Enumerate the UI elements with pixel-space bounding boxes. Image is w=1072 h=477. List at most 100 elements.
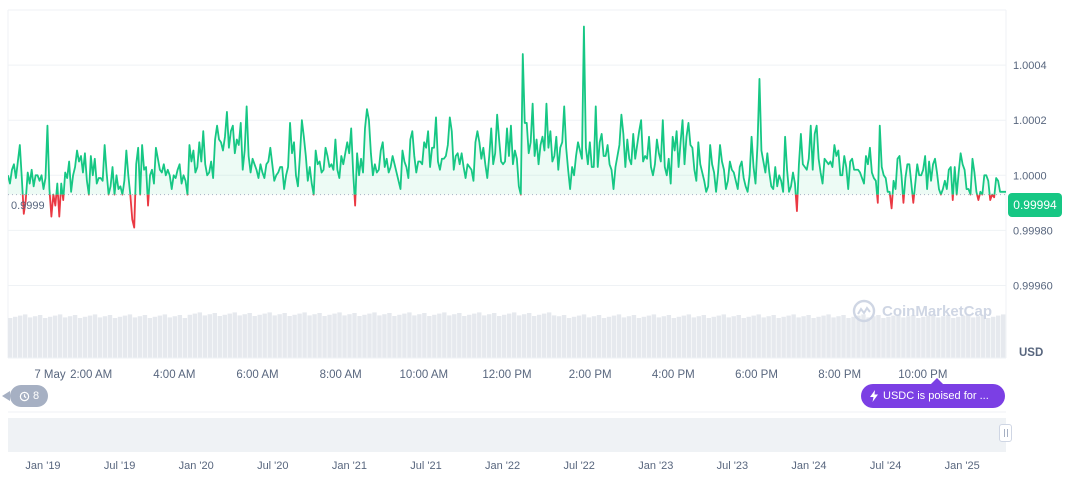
volume-bar: [22, 314, 28, 358]
volume-bar: [641, 316, 647, 358]
volume-bar: [741, 318, 746, 358]
volume-bar: [152, 316, 158, 358]
price-line-down: [21, 194, 996, 229]
y-tick-label: 1.0002: [1013, 115, 1047, 127]
volume-bar: [811, 318, 816, 358]
volume-bar: [766, 316, 771, 358]
watermark-text: CoinMarketCap: [882, 302, 993, 320]
volume-bar: [691, 317, 697, 358]
volume-bar: [876, 315, 881, 358]
x-tick-label: 10:00 AM: [400, 369, 449, 381]
x-tick-label: 4:00 PM: [652, 369, 695, 381]
area-fill-up: [8, 26, 1006, 195]
volume-bar: [961, 315, 966, 358]
volume-bar: [926, 315, 931, 358]
volume-bar: [247, 313, 252, 358]
y-axis-labels: 0.99960 0.99980 1.0000 1.0002 1.0004: [1013, 60, 1053, 292]
events-count: 8: [32, 390, 40, 402]
volume-bar: [477, 312, 482, 358]
navigator-area[interactable]: [8, 418, 1006, 452]
volume-bar: [212, 313, 217, 358]
volume-bar: [292, 314, 297, 358]
volume-bar: [382, 314, 387, 358]
volume-bar: [232, 312, 237, 358]
volume-bar: [242, 314, 247, 358]
navigator-handle[interactable]: [999, 424, 1012, 442]
volume-bar: [227, 313, 232, 358]
volume-bar: [422, 313, 427, 358]
volume-bar: [616, 314, 622, 358]
volume-bar: [896, 314, 901, 358]
volume-bar: [636, 318, 642, 358]
volume-bar: [776, 318, 781, 358]
volume-bar: [736, 315, 741, 358]
area-fill-down: [22, 194, 995, 228]
volume-bar: [167, 317, 173, 358]
volume-bar: [202, 315, 207, 358]
y-tick-label: 0.99980: [1013, 225, 1053, 237]
volume-bar: [122, 315, 128, 358]
volume-bar: [821, 315, 826, 358]
volume-bar: [502, 314, 507, 358]
navigator-tick-label: Jan '19: [25, 460, 60, 472]
navigator-labels: Jan '19 Jul '19 Jan '20 Jul '20 Jan '21 Jul '…: [25, 460, 979, 472]
volume-bar: [866, 317, 871, 358]
volume-bar: [417, 314, 422, 358]
volume-bar: [546, 312, 552, 358]
volume-bar: [891, 315, 896, 358]
currency-label: USD: [1019, 347, 1044, 359]
events-button[interactable]: 8: [2, 385, 48, 407]
volume-bar: [297, 313, 302, 358]
volume-bar: [217, 316, 222, 358]
volume-bar: [836, 316, 841, 358]
volume-bar: [357, 316, 362, 358]
volume-bar: [816, 316, 821, 358]
y-tick-label: 1.0000: [1013, 170, 1047, 182]
news-button[interactable]: USDC is poised for ...: [861, 378, 1005, 408]
volume-bar: [861, 314, 866, 358]
volume-bar: [142, 315, 148, 358]
volume-bar: [761, 317, 766, 358]
handle-grip-left: [1003, 429, 1005, 437]
volume-bar: [182, 318, 188, 358]
volume-bar: [726, 317, 731, 358]
volume-bar: [387, 313, 392, 358]
volume-bar: [881, 318, 886, 358]
volume-bar: [601, 318, 607, 358]
volume-bar: [42, 318, 48, 358]
volume-bar: [941, 316, 946, 358]
volume-bar: [971, 317, 976, 358]
volume-bar: [706, 318, 711, 358]
volume-bar: [721, 314, 726, 358]
volume-bar: [457, 313, 462, 358]
volume-bar: [237, 315, 242, 358]
volume-bar: [871, 316, 876, 358]
volume-bar: [676, 316, 682, 358]
volume-bar: [681, 315, 687, 358]
price-line-up: [8, 25, 1006, 195]
reference-price-label: 0.9999: [11, 200, 45, 212]
volume-bar: [432, 314, 437, 358]
volume-bar: [82, 316, 88, 358]
volume-bar: [956, 316, 961, 358]
navigator-tick-label: Jan '25: [945, 460, 980, 472]
volume-bar: [886, 316, 891, 358]
x-tick-label: 2:00 AM: [70, 369, 112, 381]
volume-bar: [556, 316, 562, 358]
volume-bar: [551, 315, 557, 358]
volume-bar: [686, 314, 692, 358]
volume-bar: [322, 316, 327, 358]
volume-bar: [901, 317, 906, 358]
volume-bar: [856, 315, 861, 358]
volume-bar: [207, 314, 212, 358]
news-text: USDC is poised for ...: [883, 390, 989, 402]
navigator-tick-label: Jan '21: [332, 460, 367, 472]
volume-bar: [936, 317, 941, 358]
volume-bar: [561, 315, 567, 358]
navigator-tick-label: Jul '22: [563, 460, 594, 472]
volume-bar: [606, 316, 612, 358]
volume-bar: [327, 314, 332, 358]
volume-bar: [651, 314, 657, 358]
volume-bar: [746, 316, 751, 358]
